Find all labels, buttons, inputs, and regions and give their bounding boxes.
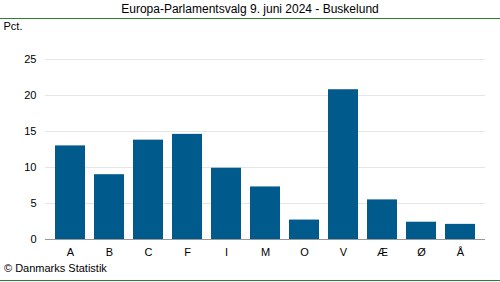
svg-text:10: 10: [24, 161, 36, 173]
svg-text:5: 5: [30, 197, 36, 209]
svg-text:O: O: [300, 246, 309, 258]
svg-text:15: 15: [24, 125, 36, 137]
svg-text:I: I: [225, 246, 228, 258]
svg-text:M: M: [261, 246, 270, 258]
svg-text:B: B: [106, 246, 113, 258]
svg-text:C: C: [145, 246, 153, 258]
svg-text:0: 0: [30, 233, 36, 245]
svg-text:Pct.: Pct.: [4, 20, 23, 32]
svg-text:V: V: [340, 246, 348, 258]
svg-text:20: 20: [24, 89, 36, 101]
svg-text:Æ: Æ: [377, 246, 388, 258]
html-text:© Danmarks Statistik: © Danmarks Statistik: [4, 262, 107, 274]
svg-text:A: A: [67, 246, 75, 258]
svg-text:Ø: Ø: [417, 246, 426, 258]
svg-text:F: F: [184, 246, 191, 258]
svg-text:Å: Å: [457, 246, 465, 258]
svg-text:25: 25: [24, 53, 36, 65]
html-text:Europa-Parlamentsvalg 9. juni: Europa-Parlamentsvalg 9. juni 2024 - Bus…: [121, 2, 379, 16]
